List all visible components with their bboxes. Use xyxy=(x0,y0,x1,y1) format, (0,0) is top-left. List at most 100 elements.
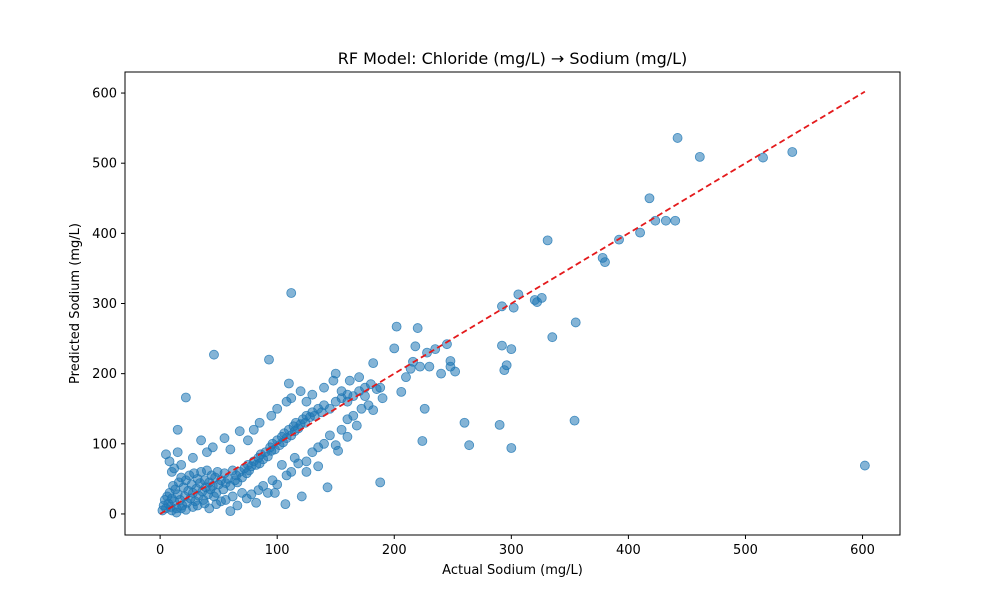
data-point xyxy=(660,215,671,226)
y-tick-label: 200 xyxy=(92,367,117,382)
data-point xyxy=(283,378,294,389)
data-point xyxy=(445,356,456,366)
data-point xyxy=(254,417,265,428)
data-point xyxy=(272,403,283,414)
data-point xyxy=(276,459,287,470)
data-point xyxy=(459,417,470,428)
data-point xyxy=(251,497,262,508)
data-point xyxy=(506,344,517,354)
data-point xyxy=(333,445,343,456)
x-axis: 0 100 200 300 400 500 600 xyxy=(156,535,875,558)
y-axis-label: Predicted Sodium (mg/L) xyxy=(68,223,83,384)
data-point xyxy=(180,392,191,403)
data-point xyxy=(227,491,238,502)
data-point xyxy=(313,461,324,472)
data-point xyxy=(172,424,183,435)
data-point xyxy=(225,444,236,455)
data-point xyxy=(506,443,517,453)
data-point xyxy=(258,480,269,491)
data-point xyxy=(232,500,243,511)
data-point xyxy=(547,332,558,343)
points-layer xyxy=(157,133,870,518)
data-point xyxy=(758,152,768,163)
data-point xyxy=(295,386,306,397)
data-point xyxy=(248,424,259,435)
data-point xyxy=(286,393,297,404)
data-point xyxy=(354,372,365,383)
data-point xyxy=(319,382,329,393)
data-point xyxy=(694,151,705,162)
data-point xyxy=(569,415,580,426)
data-point xyxy=(243,435,253,446)
data-point xyxy=(351,420,362,431)
x-tick-label: 300 xyxy=(499,543,524,558)
data-point xyxy=(644,193,655,204)
data-point xyxy=(442,339,452,350)
x-tick-label: 400 xyxy=(616,543,641,558)
data-point xyxy=(336,386,347,397)
data-point xyxy=(219,433,230,444)
data-point xyxy=(176,459,187,470)
data-point xyxy=(348,410,359,421)
data-point xyxy=(600,257,610,268)
y-tick-label: 0 xyxy=(109,507,117,522)
data-point xyxy=(202,447,212,458)
x-tick-label: 0 xyxy=(156,543,164,558)
data-point xyxy=(360,391,370,402)
data-point xyxy=(293,458,304,469)
data-point xyxy=(377,393,388,404)
data-point xyxy=(415,361,425,372)
data-point xyxy=(542,235,553,246)
data-point xyxy=(234,426,245,437)
data-point xyxy=(513,289,524,300)
data-point xyxy=(336,424,347,435)
y-tick-label: 300 xyxy=(92,297,117,312)
data-point xyxy=(536,292,547,303)
data-point xyxy=(188,452,198,463)
data-point xyxy=(301,456,312,467)
data-point xyxy=(424,361,435,372)
data-point xyxy=(266,410,277,421)
reference-line-layer xyxy=(159,90,866,515)
data-point xyxy=(508,302,519,313)
data-point xyxy=(286,466,297,477)
data-point xyxy=(412,323,423,333)
data-point xyxy=(859,460,870,471)
data-point xyxy=(396,386,407,397)
data-point xyxy=(570,317,581,328)
y-axis: 0 100 200 300 400 500 600 xyxy=(92,87,125,522)
data-point xyxy=(494,419,505,430)
data-point xyxy=(342,396,353,407)
data-point xyxy=(419,403,430,414)
data-point xyxy=(430,344,441,354)
data-point xyxy=(280,499,291,510)
data-point xyxy=(319,438,329,449)
data-point xyxy=(464,440,475,451)
data-point xyxy=(401,372,411,383)
data-point xyxy=(204,503,215,514)
data-point xyxy=(330,368,341,379)
data-point xyxy=(196,435,206,446)
data-point xyxy=(650,215,661,226)
data-point xyxy=(497,340,507,351)
reference-line xyxy=(159,90,866,515)
data-point xyxy=(246,489,257,500)
data-point xyxy=(324,430,335,441)
data-point xyxy=(264,354,274,365)
x-tick-label: 200 xyxy=(382,543,407,558)
data-point xyxy=(635,227,646,238)
data-point xyxy=(296,491,307,502)
data-point xyxy=(269,488,280,498)
y-tick-label: 100 xyxy=(92,437,117,452)
data-point xyxy=(368,358,379,369)
data-point xyxy=(225,506,236,517)
data-point xyxy=(209,349,219,360)
data-point xyxy=(164,456,175,467)
data-point xyxy=(368,405,379,416)
data-point xyxy=(787,147,798,157)
x-tick-label: 100 xyxy=(265,543,290,558)
data-point xyxy=(375,382,386,393)
y-tick-label: 600 xyxy=(92,87,117,102)
data-point xyxy=(301,466,312,477)
data-point xyxy=(410,341,421,352)
